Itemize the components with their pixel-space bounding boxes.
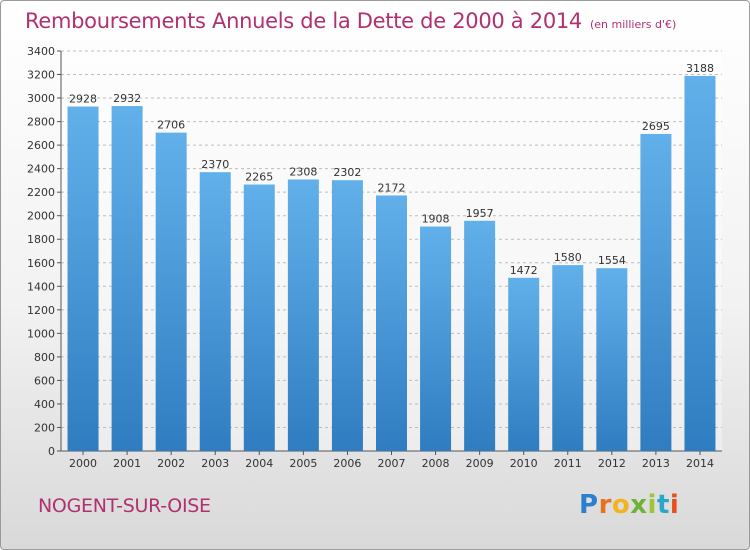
x-tick-label: 2012	[598, 457, 626, 470]
bar-value-label: 1554	[598, 254, 626, 267]
x-tick-label: 2014	[686, 457, 714, 470]
bar-value-label: 2370	[201, 158, 229, 171]
x-tick-label: 2003	[201, 457, 229, 470]
bar	[67, 106, 99, 451]
bar	[508, 277, 540, 451]
x-tick-label: 2008	[422, 457, 450, 470]
y-tick-label: 3000	[27, 92, 55, 105]
bar	[111, 106, 143, 451]
y-tick-label: 1200	[27, 304, 55, 317]
bar	[243, 184, 275, 451]
bar	[596, 268, 628, 451]
bar	[552, 265, 584, 451]
x-tick-label: 2005	[289, 457, 317, 470]
y-tick-label: 3200	[27, 69, 55, 82]
x-tick-label: 2006	[333, 457, 361, 470]
x-tick-label: 2001	[113, 457, 141, 470]
bar-value-label: 1957	[466, 207, 494, 220]
bar-value-label: 2928	[69, 93, 97, 106]
bar	[331, 180, 363, 452]
y-tick-label: 2800	[27, 116, 55, 129]
y-tick-label: 2000	[27, 210, 55, 223]
x-tick-label: 2000	[69, 457, 97, 470]
x-tick-label: 2010	[510, 457, 538, 470]
chart-title-text: Remboursements Annuels de la Dette de 20…	[25, 9, 582, 33]
y-tick-label: 0	[48, 445, 55, 458]
y-tick-label: 1400	[27, 280, 55, 293]
y-tick-label: 400	[34, 398, 55, 411]
bar-value-label: 3188	[686, 62, 714, 75]
y-tick-label: 2400	[27, 163, 55, 176]
x-tick-label: 2009	[466, 457, 494, 470]
bar	[287, 179, 319, 451]
bar	[155, 132, 187, 451]
bar-value-label: 2265	[245, 171, 273, 184]
chart-title: Remboursements Annuels de la Dette de 20…	[25, 9, 676, 33]
y-tick-label: 3400	[27, 45, 55, 58]
y-tick-label: 200	[34, 421, 55, 434]
bar-value-label: 2172	[378, 181, 406, 194]
y-tick-label: 2600	[27, 139, 55, 152]
bar	[199, 172, 231, 452]
city-name: NOGENT-SUR-OISE	[38, 495, 211, 517]
bar-value-label: 2695	[642, 120, 670, 133]
bar	[684, 75, 716, 452]
bar	[464, 220, 496, 451]
x-tick-label: 2007	[378, 457, 406, 470]
y-tick-label: 1000	[27, 327, 55, 340]
y-tick-label: 2200	[27, 186, 55, 199]
y-tick-label: 800	[34, 351, 55, 364]
x-tick-label: 2011	[554, 457, 582, 470]
bar-value-label: 1580	[554, 251, 582, 264]
x-tick-label: 2004	[245, 457, 273, 470]
x-tick-label: 2002	[157, 457, 185, 470]
bar	[376, 195, 407, 451]
bar-value-label: 1908	[422, 213, 450, 226]
bar-value-label: 2302	[333, 166, 361, 179]
x-tick-label: 2013	[642, 457, 670, 470]
bar-value-label: 2706	[157, 119, 185, 132]
y-tick-label: 600	[34, 374, 55, 387]
chart-subtitle: (en milliers d'€)	[590, 18, 677, 31]
bar-value-label: 2932	[113, 92, 141, 105]
bar-value-label: 2308	[289, 165, 317, 178]
y-tick-label: 1600	[27, 257, 55, 270]
y-tick-label: 1800	[27, 233, 55, 246]
bar	[420, 226, 452, 451]
bar-value-label: 1472	[510, 264, 538, 277]
bar	[640, 133, 672, 452]
proxiti-logo: Proxiti	[579, 490, 680, 520]
